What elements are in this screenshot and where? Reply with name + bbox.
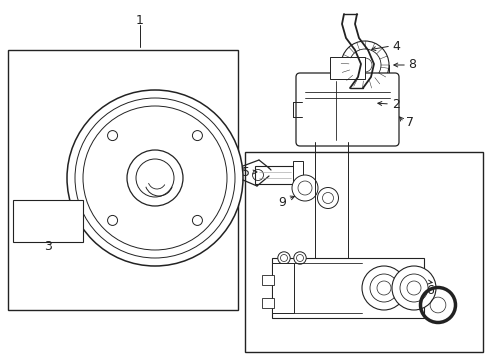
Circle shape — [127, 150, 183, 206]
Circle shape — [317, 188, 338, 208]
Circle shape — [361, 266, 405, 310]
Circle shape — [391, 266, 435, 310]
Bar — [254, 166, 296, 184]
Text: 6: 6 — [425, 284, 433, 297]
Circle shape — [107, 215, 117, 225]
Bar — [8, 50, 238, 310]
Bar — [340, 65, 388, 73]
Text: 5: 5 — [242, 166, 249, 179]
Bar — [327, 78, 389, 128]
Circle shape — [277, 252, 289, 264]
Circle shape — [269, 168, 276, 176]
Circle shape — [192, 131, 202, 140]
Text: 2: 2 — [391, 98, 399, 111]
Circle shape — [107, 131, 117, 140]
Bar — [13, 200, 83, 242]
Bar — [244, 152, 482, 352]
Bar — [262, 275, 273, 285]
Bar — [271, 263, 293, 313]
Text: 9: 9 — [278, 197, 285, 210]
Text: 3: 3 — [44, 240, 52, 253]
Text: 1: 1 — [136, 13, 143, 27]
Circle shape — [293, 252, 305, 264]
Bar — [329, 57, 364, 79]
FancyBboxPatch shape — [295, 73, 398, 146]
Text: 7: 7 — [405, 116, 413, 129]
Circle shape — [291, 175, 317, 201]
Circle shape — [192, 215, 202, 225]
Bar — [271, 258, 423, 318]
Bar — [262, 298, 273, 308]
Circle shape — [67, 90, 243, 266]
Bar — [292, 161, 303, 189]
Circle shape — [340, 41, 388, 89]
Text: 4: 4 — [391, 40, 399, 53]
Text: 8: 8 — [407, 58, 415, 72]
